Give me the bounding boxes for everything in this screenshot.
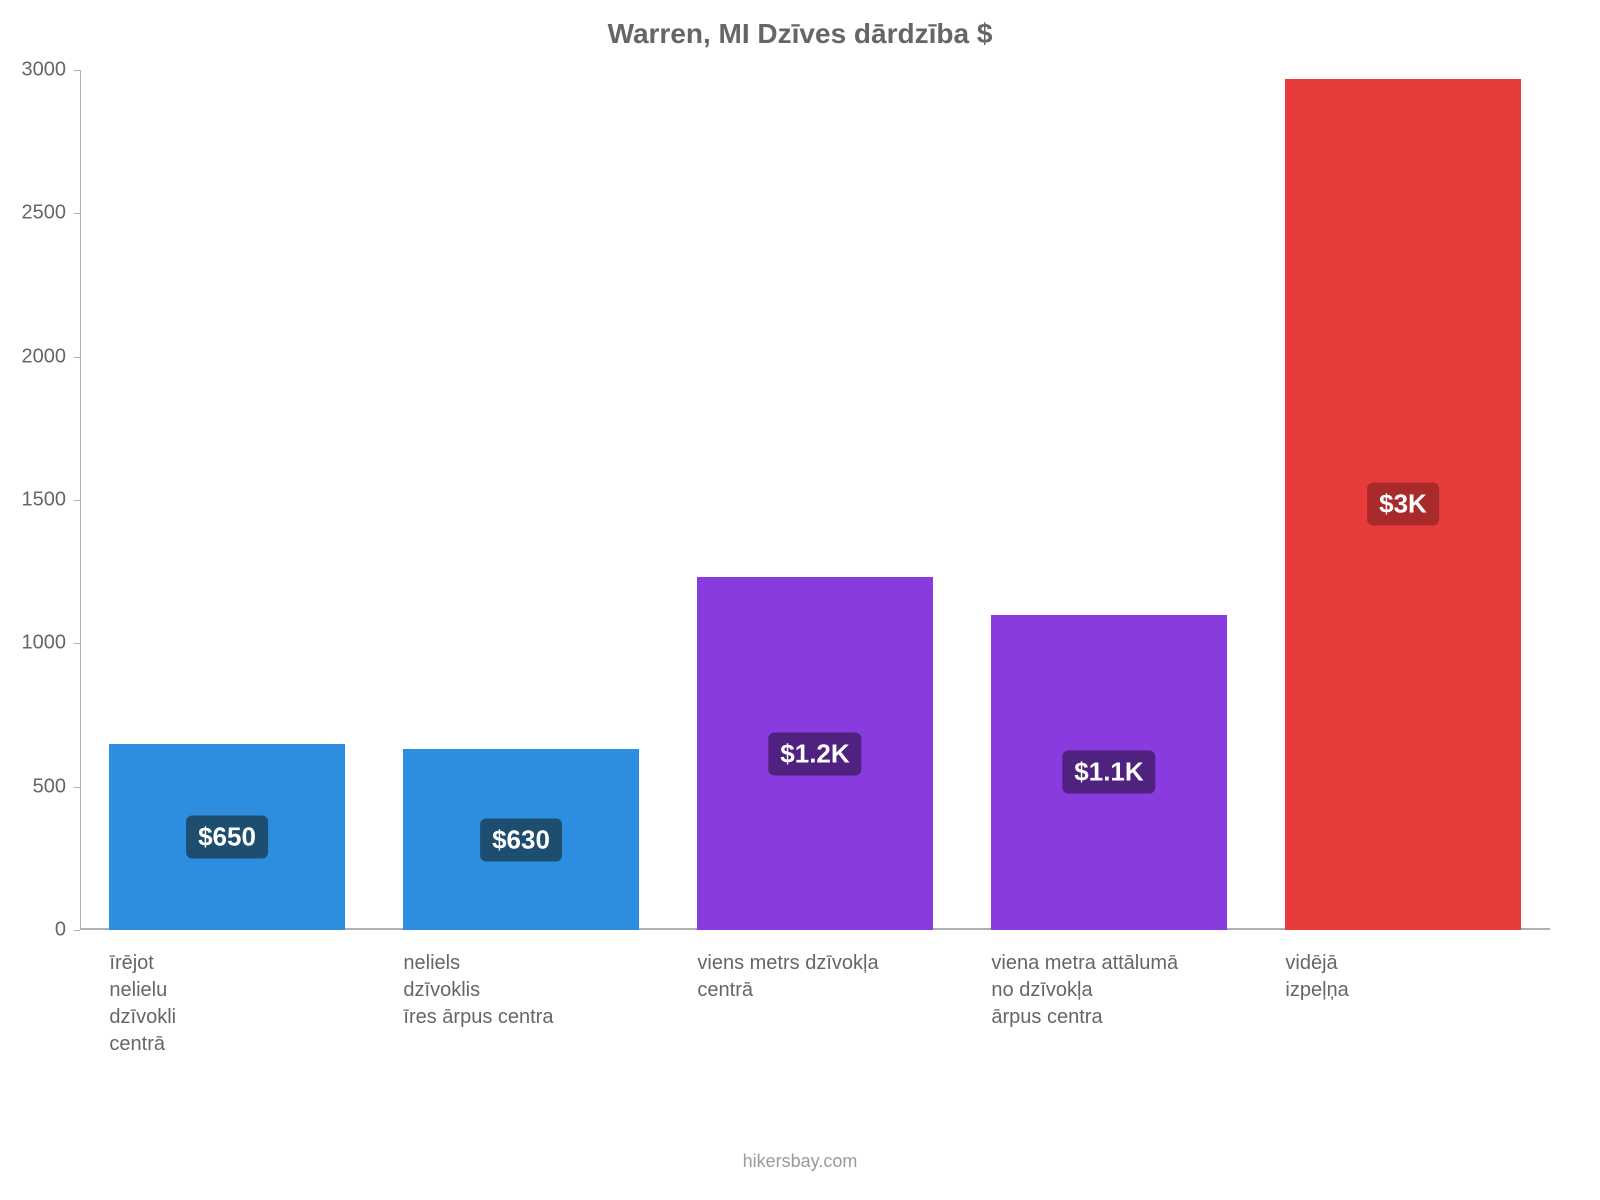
bar: $1.1K (991, 615, 1226, 930)
x-category-label: viena metra attālumāno dzīvokļaārpus cen… (991, 950, 1226, 1031)
bar: $1.2K (697, 577, 932, 930)
y-tick-mark (74, 357, 80, 358)
y-tick-mark (74, 643, 80, 644)
chart-footer: hikersbay.com (0, 1151, 1600, 1172)
chart-title: Warren, MI Dzīves dārdzība $ (0, 18, 1600, 50)
x-category-label: nelielsdzīvoklisīres ārpus centra (403, 950, 638, 1031)
plot-area: 050010001500200025003000$650$630$1.2K$1.… (80, 70, 1550, 930)
y-axis-line (80, 70, 81, 930)
y-tick-mark (74, 787, 80, 788)
y-tick-mark (74, 70, 80, 71)
x-category-label: īrējotnelieludzīvoklicentrā (109, 950, 344, 1058)
y-tick-mark (74, 500, 80, 501)
y-tick-label: 500 (33, 775, 80, 798)
y-tick-label: 1000 (22, 632, 81, 655)
y-tick-label: 2500 (22, 202, 81, 225)
bar-value-label: $1.1K (1062, 751, 1155, 794)
y-tick-mark (74, 930, 80, 931)
y-tick-mark (74, 213, 80, 214)
bar-value-label: $1.2K (768, 732, 861, 775)
cost-of-living-chart: Warren, MI Dzīves dārdzība $ 05001000150… (0, 0, 1600, 1200)
bar: $630 (403, 749, 638, 930)
bar: $650 (109, 744, 344, 930)
bar-value-label: $3K (1367, 483, 1439, 526)
x-category-label: viens metrs dzīvokļacentrā (697, 950, 932, 1004)
y-tick-label: 2000 (22, 345, 81, 368)
y-tick-label: 1500 (22, 489, 81, 512)
bar: $3K (1285, 79, 1520, 930)
bar-value-label: $630 (480, 818, 562, 861)
x-category-label: vidējāizpeļņa (1285, 950, 1520, 1004)
bar-value-label: $650 (186, 815, 268, 858)
y-tick-label: 3000 (22, 59, 81, 82)
